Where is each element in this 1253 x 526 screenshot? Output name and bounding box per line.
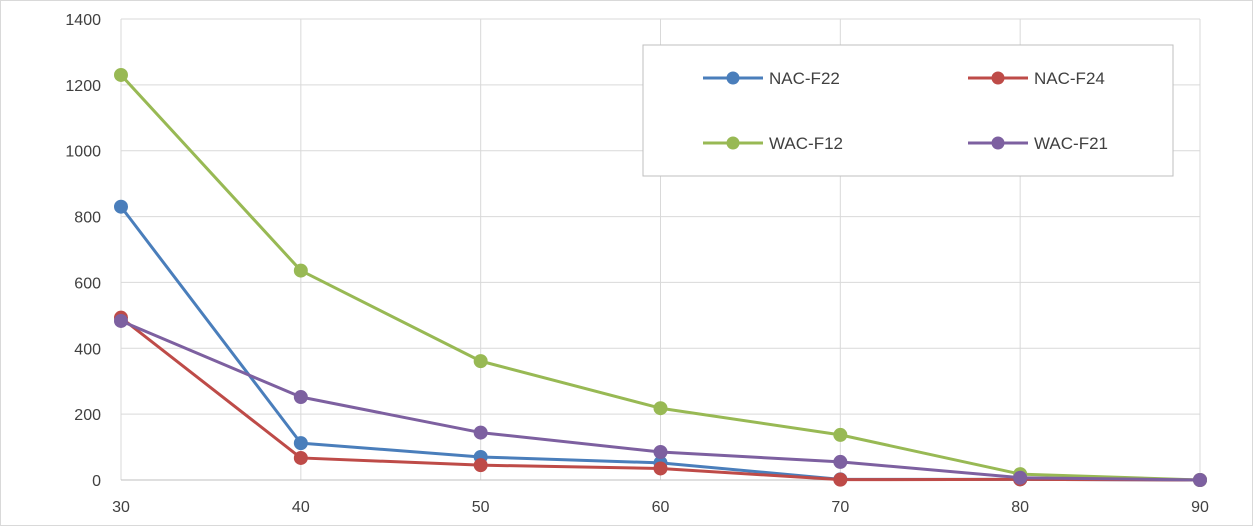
data-point — [1013, 470, 1028, 485]
series-group — [114, 67, 1207, 487]
data-point — [653, 445, 668, 460]
data-point — [293, 263, 308, 278]
data-point — [114, 313, 128, 328]
data-point — [473, 425, 488, 440]
data-point — [114, 67, 128, 82]
x-tick-label: 70 — [831, 499, 849, 516]
legend-label: NAC-F22 — [769, 69, 840, 88]
x-tick-label: 30 — [112, 499, 130, 516]
legend-swatch-marker — [991, 71, 1005, 85]
y-tick-label: 0 — [92, 473, 101, 490]
x-tick-label: 40 — [292, 499, 310, 516]
data-point — [833, 454, 848, 469]
y-tick-label: 600 — [74, 275, 101, 292]
legend-swatch-marker — [726, 136, 740, 150]
data-point — [833, 472, 848, 487]
x-tick-label: 80 — [1011, 499, 1029, 516]
x-tick-label: 50 — [472, 499, 490, 516]
legend-item: NAC-F22 — [703, 69, 840, 88]
legend-item: NAC-F24 — [968, 69, 1105, 88]
data-point — [653, 461, 668, 476]
data-point — [293, 450, 308, 465]
legend-swatch-marker — [726, 71, 740, 85]
y-tick-label: 1000 — [65, 144, 101, 161]
x-tick-label: 90 — [1191, 499, 1209, 516]
legend-label: NAC-F24 — [1034, 69, 1105, 88]
data-point — [473, 458, 488, 473]
legend-item: WAC-F12 — [703, 134, 843, 153]
data-point — [833, 427, 848, 442]
series-WAC-F21 — [114, 313, 1207, 487]
legend-swatch-marker — [991, 136, 1005, 150]
y-tick-label: 1400 — [65, 12, 101, 29]
data-point — [114, 199, 128, 214]
y-tick-label: 200 — [74, 407, 101, 424]
legend: NAC-F22 NAC-F24 WAC-F12 WAC-F21 — [642, 44, 1174, 177]
data-point — [293, 436, 308, 451]
y-tick-label: 400 — [74, 341, 101, 358]
legend-box — [642, 44, 1174, 177]
x-tick-label: 60 — [652, 499, 670, 516]
y-tick-label: 1200 — [65, 78, 101, 95]
data-point — [1193, 473, 1207, 487]
y-tick-label: 800 — [74, 210, 101, 227]
legend-item: WAC-F21 — [968, 134, 1108, 153]
data-point — [473, 354, 488, 369]
legend-label: WAC-F21 — [1034, 134, 1108, 153]
data-point — [653, 401, 668, 416]
legend-label: WAC-F12 — [769, 134, 843, 153]
axes: 0 200 400 600 800 1000 1200 1400 30 40 50 60 70 80 90 — [65, 12, 1209, 516]
data-point — [293, 390, 308, 405]
